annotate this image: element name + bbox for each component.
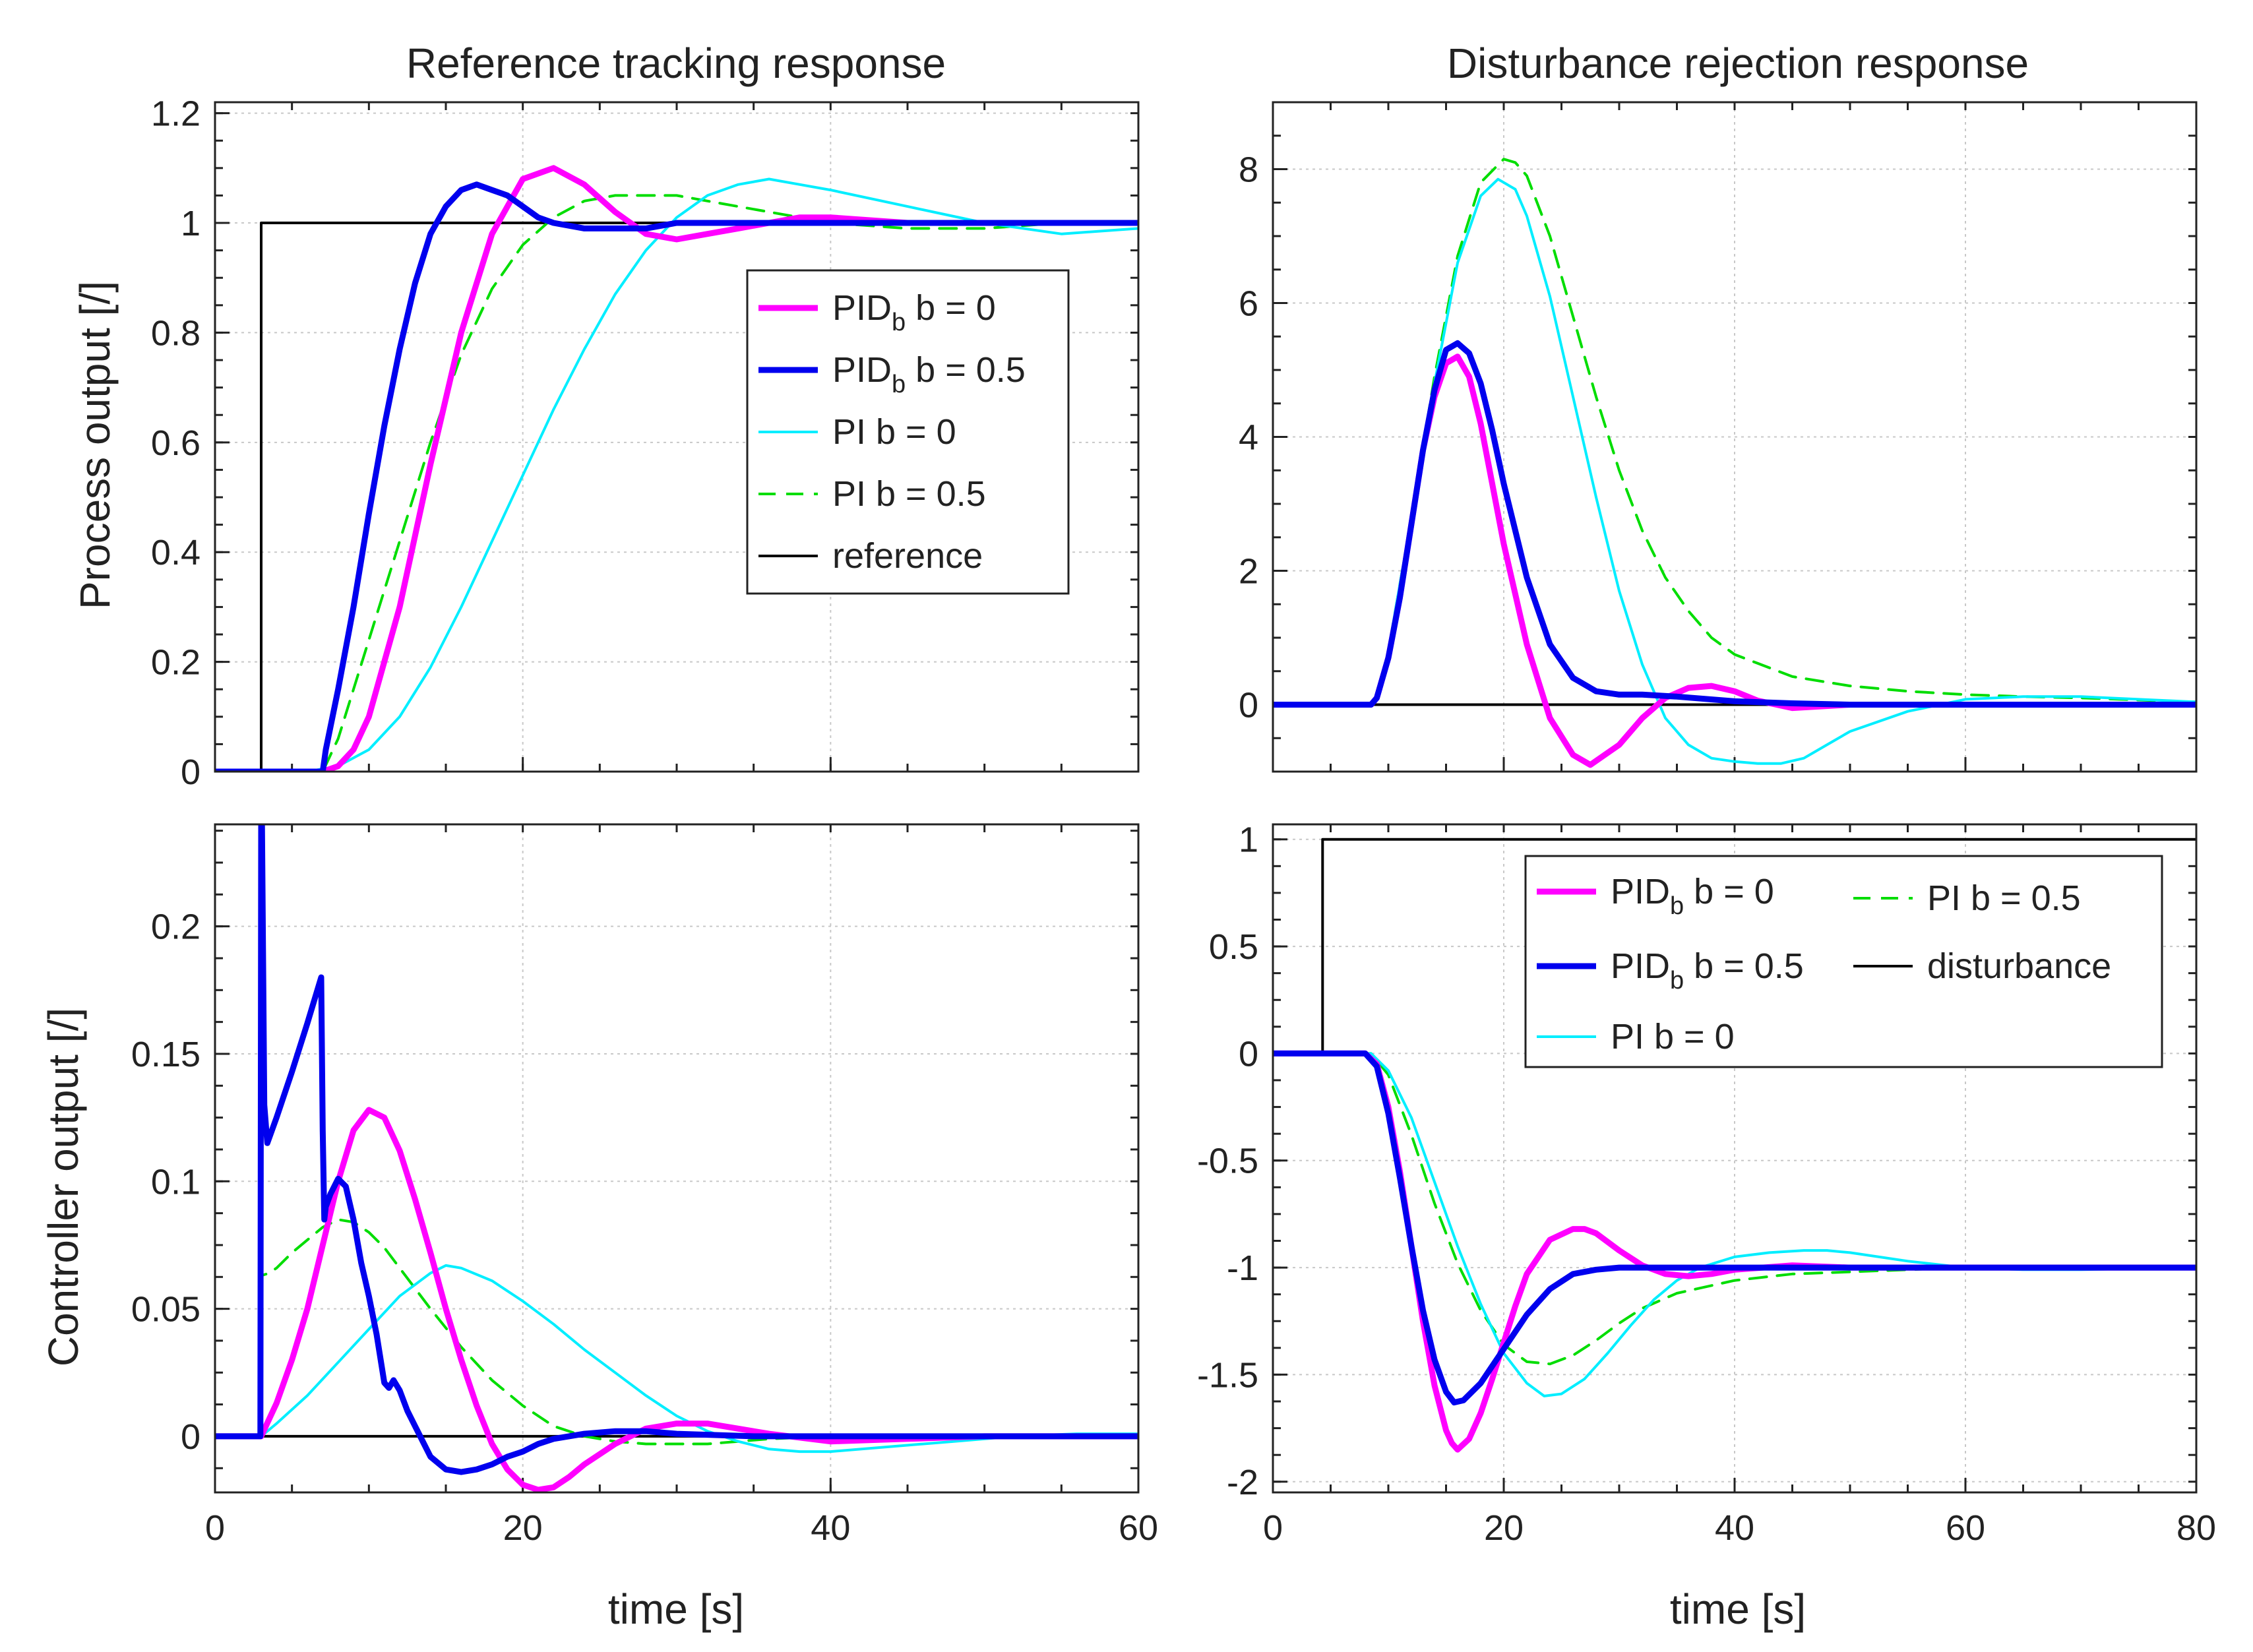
y-tick-label: 0 <box>1239 686 1258 725</box>
series-line-pi_b0 <box>215 177 1138 772</box>
x-tick-label: 60 <box>1946 1508 1985 1548</box>
panel-ref_ctrl: 0 20 40 60 0 0.05 0.1 0.15 0.2 <box>131 823 1158 1548</box>
series-line-pi_b0 <box>1273 177 2196 765</box>
legend-label-pi_b0: PI b = 0 <box>832 412 956 452</box>
x-tick-label: 60 <box>1119 1508 1158 1548</box>
y-tick-label: 0 <box>1239 1034 1258 1074</box>
title-left: Reference tracking response <box>406 40 946 87</box>
legend-label-pid_b05: PIDb b = 0.5 <box>832 350 1026 398</box>
legend-label-pi_b05: PI b = 0.5 <box>1927 878 2081 918</box>
ylabel-top: Process output [/] <box>71 281 119 609</box>
x-tick-label: 40 <box>811 1508 850 1548</box>
x-tick-label: 0 <box>1263 1508 1283 1548</box>
y-tick-label: 1 <box>181 204 201 243</box>
legend-reference-tracking: PIDb b = 0 PIDb b = 0.5 PI b = 0 PI b = 0.5… <box>746 269 1070 595</box>
y-tick-label: 0.05 <box>131 1290 201 1330</box>
y-tick-label: -0.5 <box>1197 1142 1258 1181</box>
y-tick-label: 0.8 <box>151 313 201 353</box>
legend-box <box>1524 855 2163 1068</box>
legend-label-pi_b05: PI b = 0.5 <box>832 474 986 514</box>
series-line-pid_b0 <box>215 1107 1138 1492</box>
axes-frame <box>1272 101 2198 773</box>
y-tick-label: -1.5 <box>1197 1355 1258 1395</box>
y-tick-label: 0.4 <box>151 533 201 572</box>
xlabel-right: time [s] <box>1670 1585 1806 1633</box>
series-line-pi_b05 <box>1273 1052 2196 1366</box>
y-tick-label: 8 <box>1239 150 1258 190</box>
y-tick-label: 0.15 <box>131 1035 201 1074</box>
legend-label-reference: disturbance <box>1927 946 2111 986</box>
xlabel-left: time [s] <box>608 1585 744 1633</box>
y-tick-label: 0.2 <box>151 643 201 683</box>
y-tick-label: -1 <box>1227 1248 1258 1288</box>
axes-frame <box>214 823 1140 1494</box>
x-tick-label: 20 <box>1484 1508 1524 1548</box>
ylabel-bottom: Controller output [/] <box>40 1008 87 1366</box>
y-tick-label: 1 <box>1239 820 1258 860</box>
legend-label-pid_b0: PIDb b = 0 <box>832 288 996 336</box>
series-line-pid_b05 <box>1273 340 2196 708</box>
legend-label-pid_b05: PIDb b = 0.5 <box>1611 946 1804 994</box>
y-tick-label: 0.5 <box>1209 927 1258 967</box>
title-right: Disturbance rejection response <box>1447 40 2029 87</box>
y-tick-label: 0.6 <box>151 423 201 463</box>
series-line-pid_b0 <box>215 165 1138 772</box>
y-tick-label: 0.1 <box>151 1162 201 1202</box>
x-tick-label: 40 <box>1715 1508 1754 1548</box>
panel-dist_ctrl: 0 20 40 60 80 -2 -1.5 -1 -0.5 0 0.5 1 <box>1197 820 2216 1548</box>
y-tick-label: -2 <box>1227 1463 1258 1502</box>
axes-frame <box>1272 823 2198 1494</box>
y-tick-label: 0.2 <box>151 907 201 947</box>
series-line-pi_b0 <box>215 1264 1138 1453</box>
y-tick-label: 1.2 <box>151 94 201 134</box>
axes-frame <box>214 101 1140 773</box>
x-tick-label: 20 <box>503 1508 543 1548</box>
y-tick-label: 0 <box>181 1417 201 1457</box>
series-line-pid_b05 <box>215 181 1138 772</box>
legend-label-pi_b0: PI b = 0 <box>1611 1017 1735 1056</box>
y-tick-label: 6 <box>1239 284 1258 324</box>
y-tick-label: 4 <box>1239 418 1258 458</box>
panel-dist_out: 0 2 4 6 8 <box>1239 101 2198 773</box>
legend-label-pid_b0: PIDb b = 0 <box>1611 872 1774 920</box>
series-line-pid_b05 <box>215 824 1138 1475</box>
series-line-pid_b05 <box>1273 1050 2196 1406</box>
y-tick-label: 2 <box>1239 552 1258 592</box>
x-tick-label: 0 <box>205 1508 225 1548</box>
legend-disturbance-rejection: PIDb b = 0 PIDb b = 0.5 PI b = 0 PI b = 0.5… <box>1524 855 2163 1068</box>
series-line-pi_b0 <box>1273 1052 2196 1397</box>
legend-label-reference: reference <box>832 536 983 576</box>
y-tick-label: 0 <box>181 752 201 792</box>
panel-ref_out: 0 0.2 0.4 0.6 0.8 1 1.2 <box>151 94 1140 792</box>
series-line-pi_b05 <box>215 1218 1138 1446</box>
x-tick-label: 80 <box>2176 1508 2216 1548</box>
